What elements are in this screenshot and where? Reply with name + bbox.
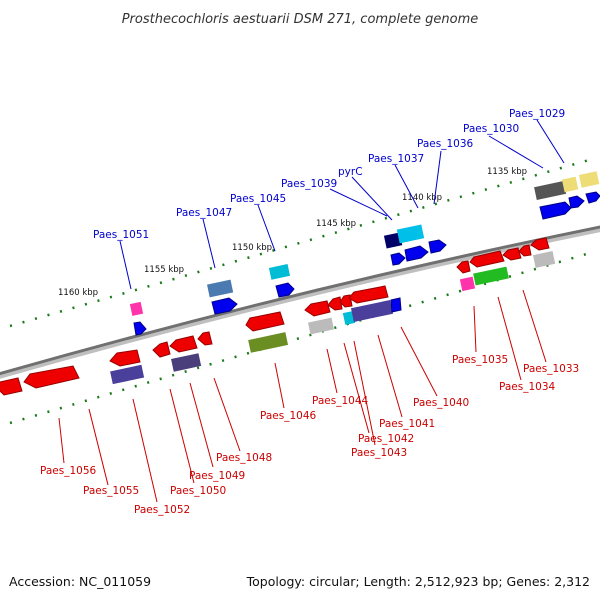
scale-label-1150: 1150 kbp (232, 243, 272, 253)
gene-Paes_1052[interactable] (109, 349, 141, 367)
label-Paes_1051[interactable]: Paes_1051 (93, 229, 149, 241)
gene-Paes_1046[interactable] (245, 311, 285, 332)
gene-Paes_1051[interactable] (129, 301, 144, 316)
gene-Paes_1044[interactable] (304, 300, 331, 317)
genome-summary-text: Topology: circular; Length: 2,512,923 bp… (246, 574, 590, 589)
gene-Paes_1034-partner[interactable] (473, 266, 509, 286)
gene-Paes_1033b[interactable] (518, 244, 532, 257)
gene-Paes_1050[interactable] (152, 341, 171, 358)
label-Paes_1035[interactable]: Paes_1035 (452, 354, 508, 366)
label-Paes_1040[interactable]: Paes_1040 (413, 397, 469, 409)
gene-Paes_1046-partner[interactable] (248, 332, 289, 353)
gene-Paes_1041-partner[interactable] (342, 311, 356, 325)
gene-Paes_1040[interactable] (390, 297, 402, 313)
lower-leader-lines (58, 289, 547, 503)
gene-Paes_1029-arrow2[interactable] (585, 191, 600, 204)
gene-pyrC[interactable] (396, 224, 425, 244)
scale-label-1160: 1160 kbp (58, 288, 98, 298)
gene-Paes_1033c[interactable] (530, 237, 550, 251)
label-Paes_1055[interactable]: Paes_1055 (83, 485, 139, 497)
label-Paes_1048[interactable]: Paes_1048 (216, 452, 272, 464)
gene-Paes_1055[interactable] (23, 365, 80, 389)
gene-Paes_1039[interactable] (383, 232, 403, 249)
gene-Paes_1035[interactable] (456, 260, 471, 274)
scale-label-1135: 1135 kbp (487, 167, 527, 177)
label-Paes_1052[interactable]: Paes_1052 (134, 504, 190, 516)
gene-Paes_1030[interactable] (561, 176, 579, 193)
gene-Paes_1049[interactable] (169, 335, 198, 353)
gene-Paes_1036b[interactable] (428, 239, 447, 254)
gene-Paes_1029-arrow[interactable] (568, 195, 585, 209)
label-Paes_1045[interactable]: Paes_1045 (230, 193, 286, 205)
map-title: Prosthecochloris aestuarii DSM 271, comp… (122, 12, 479, 27)
gene-Paes_1045-arrow[interactable] (275, 282, 295, 298)
gene-Paes_1056[interactable] (0, 377, 23, 396)
gene-Paes_1041[interactable] (348, 285, 389, 304)
gene-Paes_1047[interactable] (207, 279, 234, 298)
label-Paes_1036[interactable]: Paes_1036 (417, 138, 474, 150)
label-Paes_1037[interactable]: Paes_1037 (368, 153, 424, 165)
label-pyrC[interactable]: pyrC (338, 166, 363, 178)
gene-Paes_1033-partner[interactable] (532, 251, 556, 268)
lower-strand-genes (0, 237, 556, 396)
label-Paes_1049[interactable]: Paes_1049 (189, 470, 245, 482)
gene-Paes_1051-arrow[interactable] (133, 321, 147, 336)
accession-text: Accession: NC_011059 (9, 574, 151, 589)
genome-backbone (0, 225, 600, 379)
scale-label-1140: 1140 kbp (402, 193, 442, 203)
label-Paes_1046[interactable]: Paes_1046 (260, 410, 317, 422)
gene-Paes_1045[interactable] (268, 264, 291, 280)
label-Paes_1029[interactable]: Paes_1029 (509, 108, 565, 120)
label-Paes_1047[interactable]: Paes_1047 (176, 207, 232, 219)
label-Paes_1050[interactable]: Paes_1050 (170, 485, 226, 497)
gene-Paes_1034[interactable] (469, 250, 505, 268)
gene-Paes_1047-arrow[interactable] (211, 297, 238, 315)
label-Paes_1034[interactable]: Paes_1034 (499, 381, 556, 393)
label-Paes_1056[interactable]: Paes_1056 (40, 465, 97, 477)
gene-Paes_1044-partner[interactable] (308, 317, 334, 335)
gene-Paes_1035-partner[interactable] (459, 276, 476, 292)
label-Paes_1043[interactable]: Paes_1043 (351, 447, 407, 459)
gene-Paes_1030-partner[interactable] (534, 181, 567, 200)
gene-Paes_1040-partner[interactable] (350, 299, 394, 323)
upper-strand-genes (129, 171, 600, 336)
label-Paes_1041[interactable]: Paes_1041 (379, 418, 435, 430)
gene-Paes_1036[interactable] (404, 245, 429, 262)
gene-Paes_1049-partner[interactable] (171, 353, 202, 372)
gene-Paes_1052-partner[interactable] (110, 364, 145, 385)
upper-tick-row (9, 156, 597, 328)
label-Paes_1030[interactable]: Paes_1030 (463, 123, 519, 135)
gene-Paes_1030-arrow[interactable] (539, 201, 572, 220)
scale-label-1155: 1155 kbp (144, 265, 184, 275)
gene-Paes_1037[interactable] (390, 252, 406, 266)
gene-Paes_1033[interactable] (502, 247, 522, 261)
label-Paes_1044[interactable]: Paes_1044 (312, 395, 369, 407)
label-Paes_1042[interactable]: Paes_1042 (358, 433, 414, 445)
gene-Paes_1042[interactable] (327, 296, 343, 311)
gene-Paes_1029[interactable] (578, 171, 600, 188)
scale-label-1145: 1145 kbp (316, 219, 356, 229)
label-Paes_1039[interactable]: Paes_1039 (281, 178, 337, 190)
gene-Paes_1048[interactable] (197, 331, 213, 346)
label-Paes_1033[interactable]: Paes_1033 (523, 363, 579, 375)
upper-leader-lines (119, 119, 565, 290)
